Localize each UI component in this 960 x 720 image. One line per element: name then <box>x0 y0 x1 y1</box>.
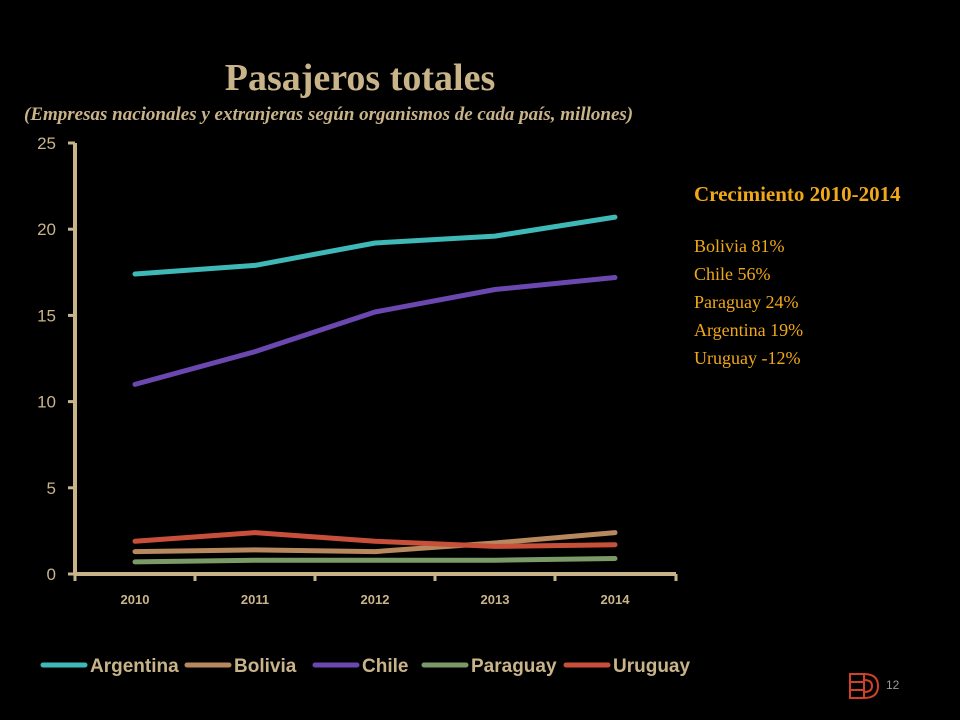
brand-logo-icon <box>849 673 880 699</box>
growth-title: Crecimiento 2010-2014 <box>694 182 901 206</box>
legend-label: Paraguay <box>471 656 557 677</box>
chart-legend: Argentina Bolivia Chile Paraguay Uruguay <box>40 656 691 677</box>
legend-label: Chile <box>362 656 408 677</box>
legend-label: Uruguay <box>613 656 691 677</box>
x-tick-label: 2013 <box>481 592 510 607</box>
series-layer <box>132 214 618 565</box>
legend-entry-bolivia: Bolivia <box>184 656 297 677</box>
growth-list: Bolivia 81% Chile 56% Paraguay 24% Argen… <box>694 232 944 372</box>
chart-subtitle: (Empresas nacionales y extranjeras según… <box>24 104 634 125</box>
legend-label: Argentina <box>90 656 179 677</box>
legend-entry-uruguay: Uruguay <box>563 656 691 677</box>
chart-title: Pasajeros totales <box>224 57 496 99</box>
y-tick-label: 10 <box>37 393 56 412</box>
growth-item: Bolivia 81% <box>694 236 785 256</box>
legend-label: Bolivia <box>234 656 297 677</box>
legend-entry-paraguay: Paraguay <box>421 656 557 677</box>
series-line-argentina <box>132 214 618 277</box>
legend-entry-chile: Chile <box>312 656 408 677</box>
series-line-uruguay <box>132 530 618 549</box>
y-tick-label: 0 <box>47 565 56 584</box>
y-tick-label: 25 <box>37 134 56 153</box>
series-line-paraguay <box>132 556 618 565</box>
growth-item: Argentina 19% <box>694 320 804 340</box>
y-tick-label: 15 <box>37 306 56 325</box>
chart-axes: 0 5 10 15 20 25 2010 2011 2012 2013 2014 <box>37 134 678 607</box>
growth-panel: Crecimiento 2010-2014 Bolivia 81% Chile … <box>694 180 944 372</box>
x-tick-label: 2012 <box>361 592 390 607</box>
growth-item: Paraguay 24% <box>694 292 799 312</box>
x-tick-label: 2011 <box>241 592 269 607</box>
growth-item: Uruguay -12% <box>694 348 801 368</box>
x-tick-label: 2014 <box>601 592 631 607</box>
page-number: 12 <box>886 678 900 692</box>
x-tick-label: 2010 <box>121 592 150 607</box>
legend-entry-argentina: Argentina <box>40 656 179 677</box>
series-line-bolivia <box>132 530 618 555</box>
y-tick-label: 20 <box>37 220 56 239</box>
y-tick-label: 5 <box>47 479 56 498</box>
series-line-chile <box>132 275 618 387</box>
growth-item: Chile 56% <box>694 264 771 284</box>
